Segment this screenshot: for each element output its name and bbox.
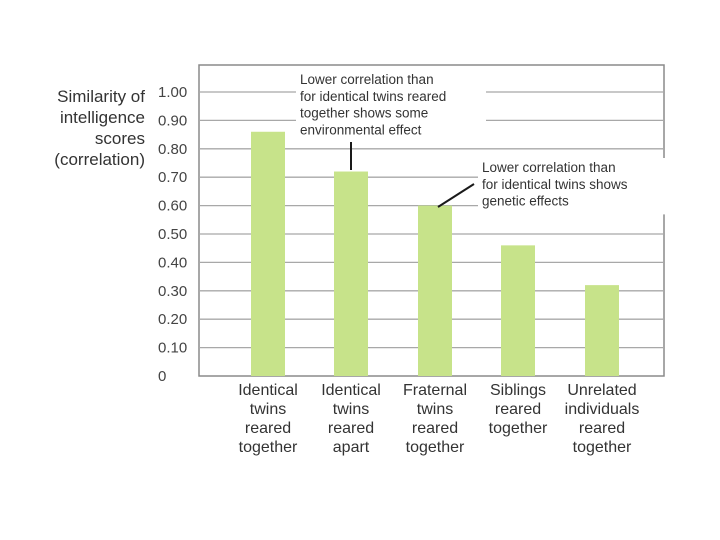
y-tick-label: 0 [158,368,166,385]
x-category-labels: Identical twins reared together Identical twi… [238,382,639,456]
x-category-label-line: Identical [238,382,298,399]
annotation-text-line: Lower correlation than [482,160,616,175]
y-tick-labels: 1.00 0.90 0.80 0.70 0.60 0.50 0.40 0.30 0.20 0.10… [158,84,187,385]
x-category-label-line: Unrelated [567,382,636,399]
y-axis-label-line: (correlation) [54,150,145,169]
x-category-label-line: reared [412,420,458,437]
x-category-label-line: Identical [321,382,381,399]
y-tick-label: 0.80 [158,141,187,158]
bar [418,205,452,376]
x-category-label-line: reared [245,420,291,437]
y-axis-label-line: intelligence [60,108,145,127]
y-tick-label: 0.10 [158,340,187,357]
x-category-label-line: twins [250,401,286,418]
bar [585,285,619,376]
x-category-label-line: reared [328,420,374,437]
x-category-label-line: together [573,439,632,456]
bars [251,131,619,376]
x-category-label-line: twins [417,401,453,418]
y-tick-label: 0.90 [158,112,187,129]
annotations: Lower correlation than for identical twin… [296,70,668,215]
y-tick-label: 0.20 [158,311,187,328]
x-category-label-line: Fraternal [403,382,467,399]
bar [251,131,285,376]
x-category-label-line: together [239,439,298,456]
annotation-background [296,70,486,144]
annotation-text-line: together shows some [300,106,428,121]
annotation-text-line: Lower correlation than [300,72,434,87]
y-tick-label: 0.70 [158,169,187,186]
annotation-leader-line [437,183,475,208]
x-category-label-line: individuals [565,401,640,418]
x-category-label-line: apart [333,439,370,456]
x-category-label-line: together [489,420,548,437]
y-tick-label: 1.00 [158,84,187,101]
annotation-text-line: for identical twins reared [300,89,446,104]
x-category-label-line: together [406,439,465,456]
y-axis-label-line: scores [95,129,145,148]
y-tick-label: 0.40 [158,254,187,271]
bar [501,245,535,376]
y-tick-label: 0.50 [158,226,187,243]
annotation-text-line: for identical twins shows [482,177,628,192]
y-tick-label: 0.30 [158,283,187,300]
y-tick-label: 0.60 [158,198,187,215]
bar [334,171,368,376]
annotation-background [478,158,668,215]
annotation-text-line: genetic effects [482,194,569,209]
y-axis-label: Similarity of intelligence scores (correlat… [54,87,145,169]
annotation-text-line: environmental effect [300,122,422,137]
x-category-label-line: reared [495,401,541,418]
x-category-label-line: reared [579,420,625,437]
x-category-label-line: Siblings [490,382,546,399]
y-axis-label-line: Similarity of [57,87,145,106]
x-category-label-line: twins [333,401,369,418]
